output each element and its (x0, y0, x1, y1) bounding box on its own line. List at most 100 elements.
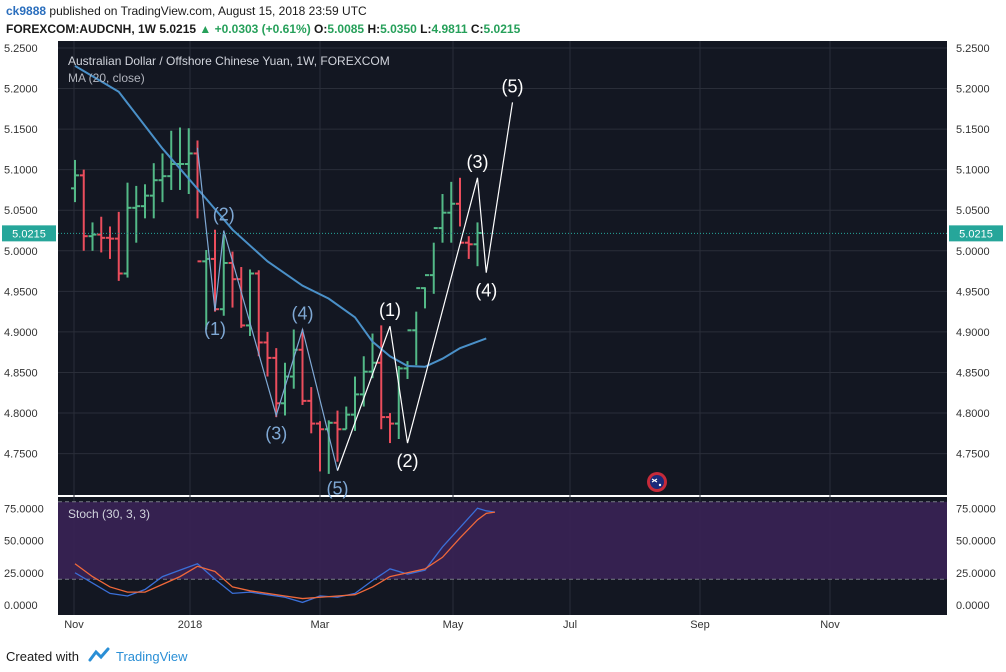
stoch-tick-right: 25.0000 (956, 568, 996, 580)
y-tick-left: 5.1000 (4, 165, 38, 177)
ohlc-bar (263, 331, 272, 377)
ohlc-bar (149, 163, 158, 219)
symbol-label: FOREXCOM:AUDCNH, 1W (6, 22, 156, 36)
ohlc-bar (403, 329, 412, 379)
y-tick-left: 5.0500 (4, 205, 38, 217)
blue-wave-label: (3) (265, 423, 287, 443)
stoch-tick-right: 75.0000 (956, 503, 996, 515)
y-tick-right: 5.1000 (956, 165, 990, 177)
open-value: 5.0085 (327, 22, 365, 36)
price-chart[interactable]: (1) (2) (3) (4) (5) (1) (2) (3) (4) (5) 5.0215 5.0… (0, 40, 1006, 640)
blue-wave-line (196, 147, 339, 471)
stoch-tick-left: 25.0000 (4, 568, 44, 580)
ma-indicator-label: MA (20, close) (68, 71, 145, 85)
y-tick-left: 5.0000 (4, 246, 38, 258)
white-wave-line (336, 102, 514, 471)
x-tick: Nov (64, 619, 84, 631)
ohlc-bar (438, 194, 447, 243)
stoch-tick-left: 50.0000 (4, 536, 44, 548)
price-tag-left-text: 5.0215 (12, 228, 46, 240)
x-tick: Jul (563, 619, 577, 631)
tradingview-logo-icon[interactable] (88, 646, 112, 664)
ohlc-line: FOREXCOM:AUDCNH, 1W 5.0215 ▲ +0.0303 (+0… (6, 22, 520, 36)
price-tag-right-text: 5.0215 (959, 228, 993, 240)
y-tick-right: 4.9000 (956, 327, 990, 339)
author-link[interactable]: ck9888 (6, 4, 47, 18)
white-wave-label: (5) (502, 76, 524, 96)
ohlc-bar (79, 169, 88, 251)
ohlc-bar (377, 325, 386, 430)
y-tick-right: 5.0000 (956, 246, 990, 258)
ohlc-bar (158, 153, 167, 203)
y-tick-left: 5.1500 (4, 124, 38, 136)
y-tick-left: 4.9500 (4, 286, 38, 298)
price-tag-left (2, 225, 56, 242)
stoch-tick-right: 50.0000 (956, 536, 996, 548)
close-label: C: (470, 22, 484, 36)
ohlc-bar (307, 387, 316, 434)
y-tick-right: 5.0500 (956, 205, 990, 217)
ohlc-bar (447, 181, 456, 243)
blue-wave-label: (4) (292, 303, 314, 323)
open-label: O: (314, 22, 328, 36)
ohlc-bar (141, 184, 149, 219)
stoch-band (58, 501, 947, 580)
y-tick-left: 5.2500 (4, 43, 38, 55)
y-tick-left: 4.8500 (4, 367, 38, 379)
x-tick: 2018 (178, 619, 202, 631)
ohlc-bar (123, 182, 132, 278)
x-tick: Mar (311, 619, 330, 631)
ohlc-bar (184, 128, 193, 195)
blue-wave-label: (5) (327, 479, 349, 499)
y-tick-left: 4.7500 (4, 449, 38, 461)
white-wave-label: (2) (397, 451, 419, 471)
change-arrow-icon: ▲ (199, 22, 212, 36)
change-value: +0.0303 (+0.61%) (214, 22, 311, 36)
close-value: 5.0215 (483, 22, 521, 36)
y-tick-left: 4.9000 (4, 327, 38, 339)
stoch-k-line (74, 507, 496, 604)
low-value: 4.9811 (431, 22, 468, 36)
ohlc-bar (219, 234, 228, 316)
stoch-d-line (74, 511, 496, 600)
y-tick-left: 5.2000 (4, 84, 38, 96)
footer: Created with TradingView (0, 640, 1006, 672)
ohlc-bar (298, 329, 307, 405)
y-tick-right: 5.2500 (956, 43, 990, 55)
white-wave-label: (1) (379, 300, 401, 320)
ohlc-bar (342, 406, 351, 431)
x-tick: Sep (690, 619, 710, 631)
publish-text: published on TradingView.com, August 15,… (49, 4, 367, 18)
blue-wave-label: (1) (204, 319, 226, 339)
publish-line: ck9888 published on TradingView.com, Aug… (6, 4, 367, 18)
created-with-text: Created with (6, 649, 79, 664)
x-tick: May (443, 619, 464, 631)
ohlc-bar (193, 140, 202, 263)
y-tick-right: 4.7500 (956, 449, 990, 461)
ma-line (74, 64, 487, 368)
tradingview-link[interactable]: TradingView (116, 649, 188, 664)
ohlc-bar (394, 365, 403, 439)
ohlc-bar (114, 211, 123, 281)
y-tick-right: 4.8000 (956, 408, 990, 420)
stoch-tick-right: 0.0000 (956, 600, 990, 612)
high-value: 5.0350 (380, 22, 417, 36)
white-wave-label: (4) (475, 281, 497, 301)
high-label: H: (367, 22, 381, 36)
ohlc-bar (412, 287, 421, 366)
y-tick-right: 4.9500 (956, 286, 990, 298)
ohlc-bar (421, 274, 429, 309)
main-pane-background (58, 41, 947, 495)
ohlc-bar (333, 410, 342, 462)
y-tick-left: 4.8000 (4, 408, 38, 420)
last-price: 5.0215 (159, 22, 197, 36)
x-tick: Nov (820, 619, 840, 631)
ohlc-bar (386, 413, 394, 444)
y-tick-right: 4.8500 (956, 367, 990, 379)
blue-wave-label: (2) (213, 205, 235, 225)
stoch-indicator-label: Stoch (30, 3, 3) (68, 507, 150, 521)
white-wave-label: (3) (467, 152, 489, 172)
y-tick-right: 5.1500 (956, 124, 990, 136)
chart-title: Australian Dollar / Offshore Chinese Yua… (68, 54, 390, 68)
price-tag-right (949, 225, 1003, 242)
